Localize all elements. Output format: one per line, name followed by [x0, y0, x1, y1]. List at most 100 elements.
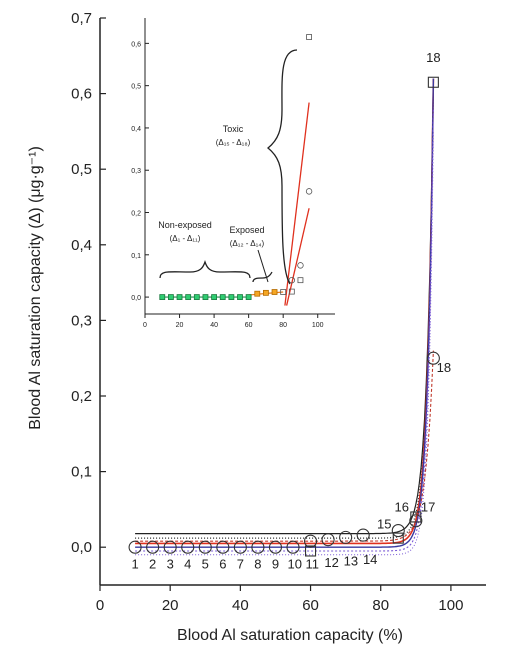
exposed-label: Exposed	[229, 225, 264, 235]
non-exposed-point	[219, 294, 226, 300]
non-exposed-point	[202, 294, 209, 300]
point-number-label: 4	[184, 556, 191, 571]
toxic-range-label: (Δ₁₅ - Δ₁₈)	[216, 138, 251, 147]
inset-y-tick-label: 0,4	[131, 126, 141, 133]
circle-point	[268, 540, 283, 554]
exposed-arrow	[257, 249, 269, 283]
circle-point	[163, 540, 177, 554]
square-point	[304, 545, 317, 557]
circle-point	[251, 540, 265, 554]
point-number-label: 13	[344, 553, 358, 568]
main-y-tick-label: 0,6	[71, 86, 92, 103]
non-exposed-point	[176, 294, 183, 300]
circle-point	[181, 540, 195, 554]
exposed-point	[263, 289, 269, 296]
point-number-label: 16	[395, 500, 409, 515]
point-number-label: 12	[324, 555, 338, 570]
inset-data-points	[159, 34, 313, 300]
toxic-label: Toxic	[223, 124, 244, 134]
main-y-tick-label: 0,7	[71, 10, 92, 27]
non-exposed-label: Non-exposed	[158, 220, 212, 230]
envelope-curve	[135, 108, 434, 552]
toxic-square-point	[297, 277, 304, 284]
main-x-tick-label: 80	[372, 597, 389, 614]
inset-x-tick-label: 20	[176, 322, 184, 329]
inset-plot: 0,0 0,1 0,2 0,3 0,4 0,5 0,6 0 20 40 60 80 100 Toxic…	[131, 18, 335, 329]
inset-y-tick-label: 0,5	[131, 84, 141, 91]
point-number-label: 18	[426, 50, 440, 65]
envelope-curve	[135, 78, 434, 535]
non-exposed-point	[159, 294, 166, 300]
y-axis-label: Blood Al saturation capacity (Δ) (μg·g⁻¹…	[27, 146, 44, 430]
envelope-curve	[135, 350, 434, 542]
circle-point	[409, 514, 423, 528]
square-point	[392, 532, 404, 544]
inset-x-tick-label: 60	[245, 322, 253, 329]
point-number-label: 3	[167, 556, 174, 571]
non-exposed-point	[185, 294, 192, 300]
non-exposed-point	[168, 294, 174, 300]
point-number-label: 14	[363, 552, 377, 567]
x-axis-label: Blood Al saturation capacity (%)	[177, 627, 403, 644]
point-number-label: 1	[131, 556, 138, 571]
circle-point	[286, 540, 300, 554]
envelope-curve	[135, 78, 435, 548]
point-number-label: 11	[306, 556, 320, 571]
toxic-brace	[266, 49, 298, 285]
point-number-label: 6	[219, 556, 226, 571]
envelope-curve	[135, 78, 435, 545]
toxic-circle-point	[288, 276, 296, 284]
point-number-label: 15	[377, 516, 391, 531]
circle-point	[128, 540, 142, 554]
toxic-circle-point	[297, 262, 304, 269]
circle-point	[146, 540, 160, 554]
point-number-label: 10	[288, 556, 302, 571]
main-x-tick-label: 20	[162, 597, 179, 614]
main-y-tick-label: 0,3	[71, 312, 92, 329]
main-y-tick-label: 0,4	[71, 237, 92, 254]
circle-point	[391, 524, 405, 538]
non-exposed-range-label: (Δ₁ - Δ₁₁)	[170, 234, 201, 243]
square-point	[427, 76, 439, 88]
inset-y-tick-label: 0,0	[131, 295, 141, 302]
exposed-point	[254, 290, 261, 297]
main-x-tick-label: 60	[302, 597, 319, 614]
main-y-tick-label: 0,1	[71, 464, 92, 481]
non-exposed-brace	[159, 259, 251, 279]
circle-point	[233, 540, 247, 554]
toxic-line-steep	[284, 102, 310, 306]
exposed-brace	[252, 271, 273, 283]
point-number-label: 2	[149, 556, 156, 571]
inset-y-tick-label: 0,6	[131, 41, 141, 48]
inset-x-tick-label: 100	[312, 322, 324, 329]
inset-y-tick-label: 0,3	[131, 168, 141, 175]
square-point	[410, 511, 422, 523]
point-number-label: 18	[437, 360, 451, 375]
inset-x-tick-label: 0	[143, 322, 147, 329]
toxic-square-point	[280, 289, 287, 295]
toxic-square-point	[306, 34, 312, 40]
main-x-tick-label: 40	[232, 597, 249, 614]
inset-y-tick-label: 0,2	[131, 211, 141, 218]
main-y-tick-label: 0,2	[71, 388, 92, 405]
point-number-label: 9	[272, 556, 279, 571]
point-number-label: 5	[202, 556, 209, 571]
main-envelope-curves	[135, 78, 435, 556]
circle-point	[216, 540, 230, 554]
toxic-circle-point	[305, 188, 313, 195]
circle-point	[339, 530, 353, 544]
point-number-label: 17	[421, 500, 435, 515]
main-x-ticks: 0 20 40 60 80 100	[96, 585, 463, 614]
circle-point	[198, 540, 212, 554]
circle-point	[356, 528, 370, 542]
non-exposed-point	[228, 294, 235, 300]
circle-point	[303, 534, 318, 548]
main-y-ticks: 0,0 0,1 0,2 0,3 0,4 0,5 0,6 0,7	[71, 10, 106, 556]
exposed-range-label: (Δ₁₂ - Δ₁₄)	[230, 239, 265, 248]
circle-point	[426, 351, 440, 365]
circle-point	[321, 533, 335, 547]
non-exposed-point	[245, 294, 252, 300]
